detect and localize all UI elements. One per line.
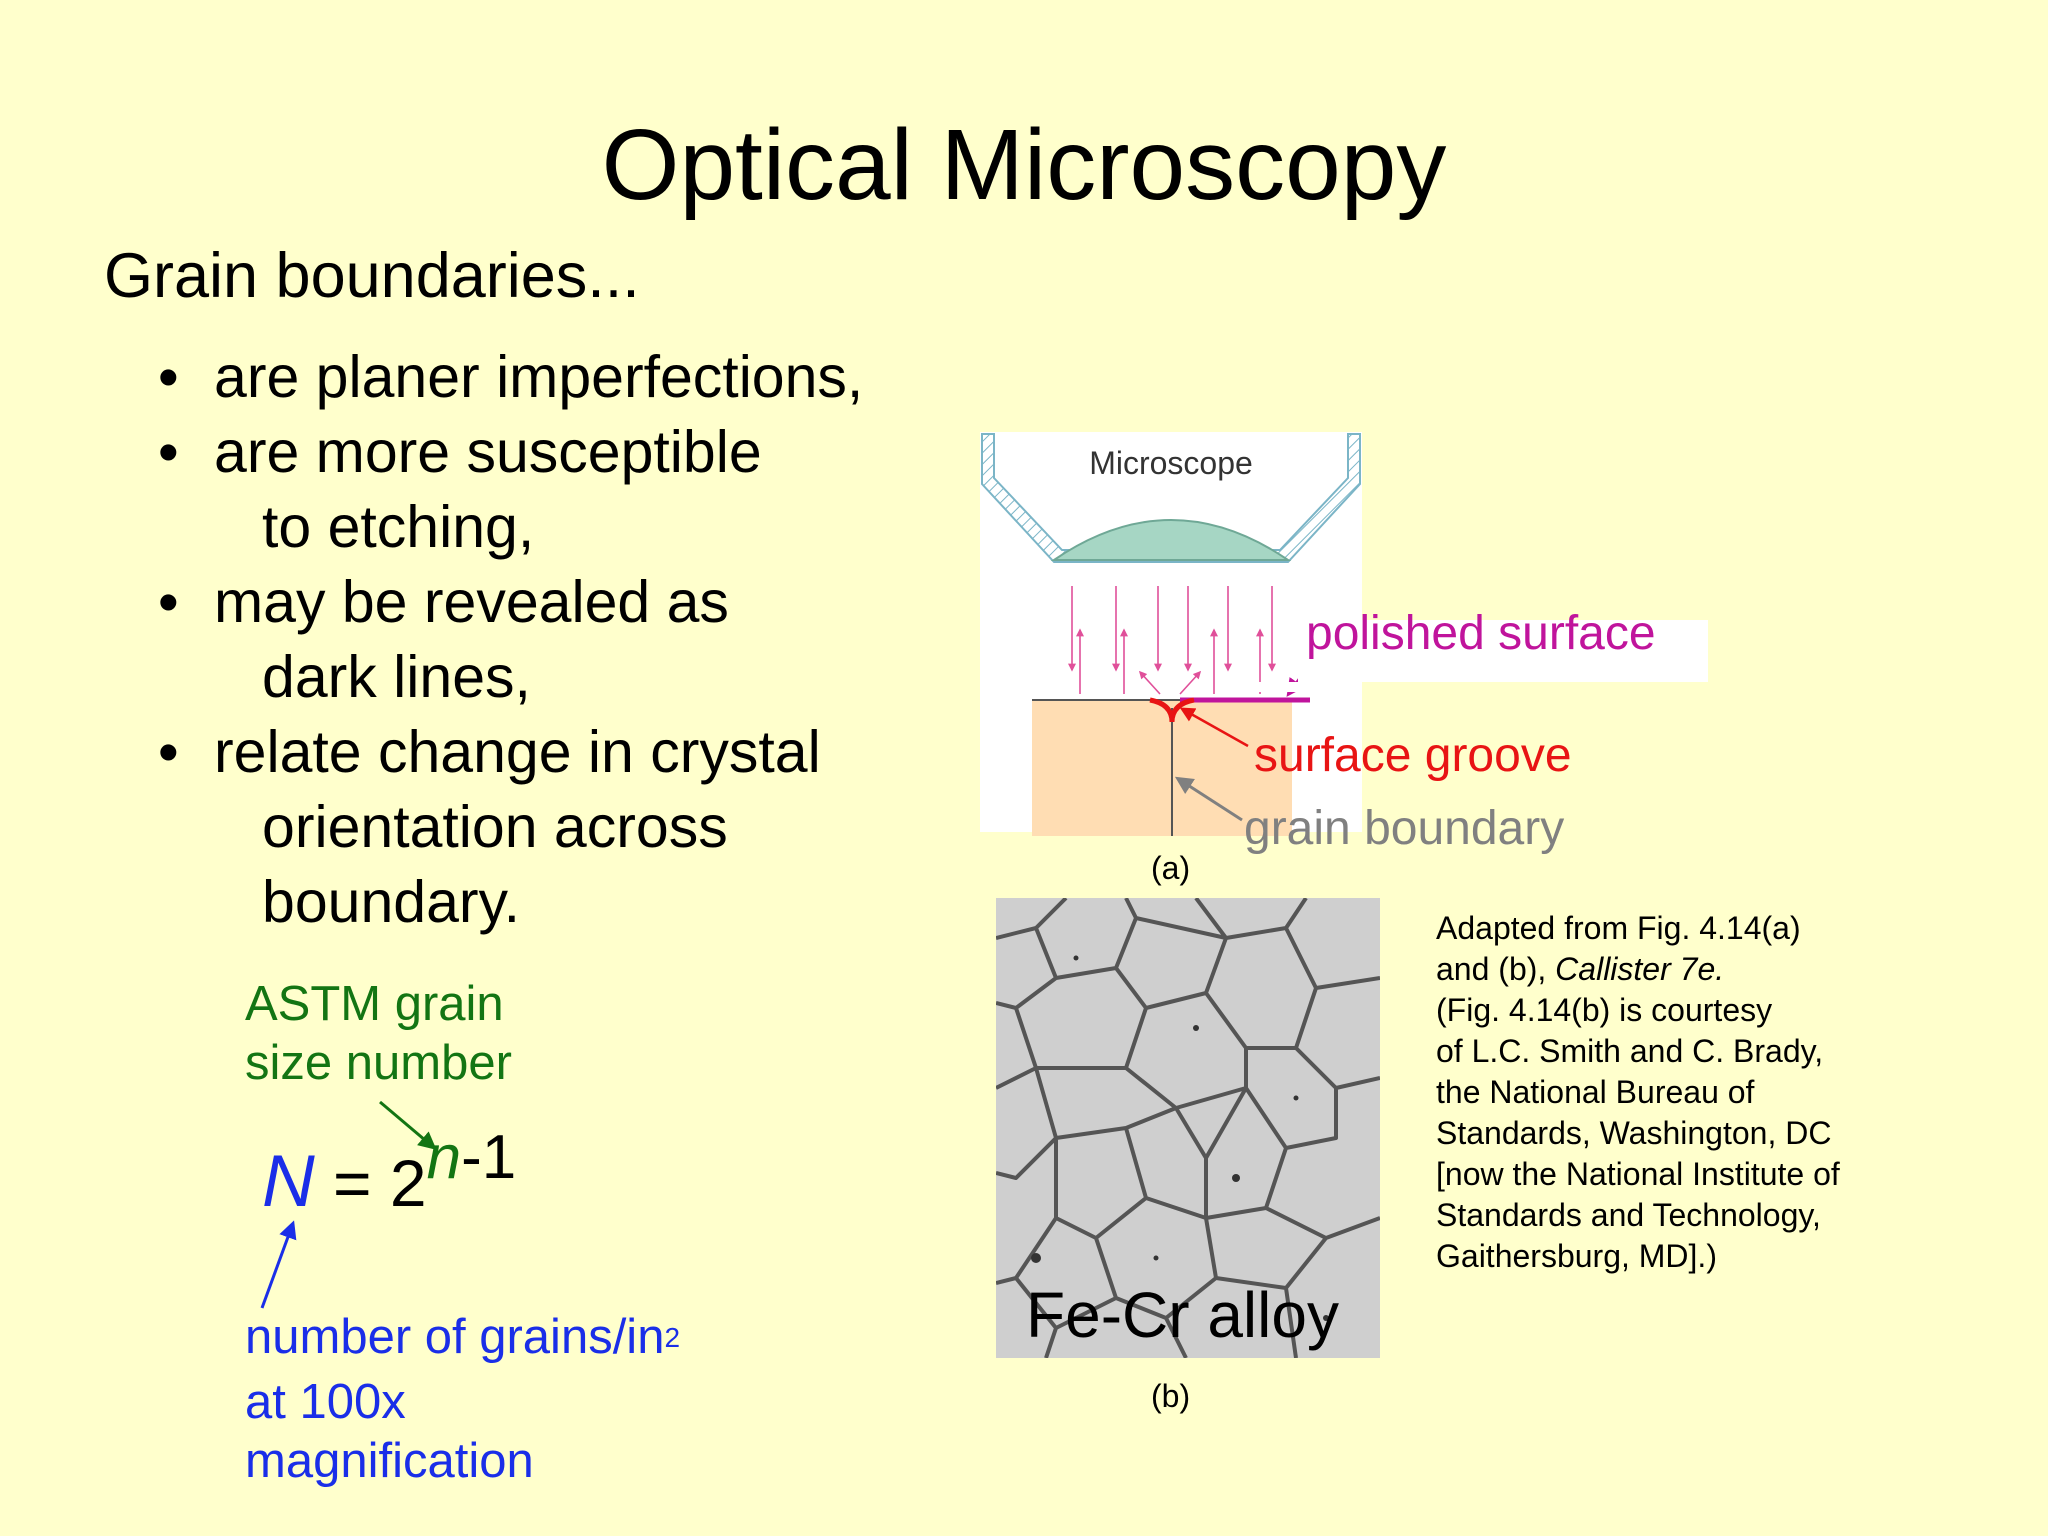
credit-line: Adapted from Fig. 4.14(a): [1436, 908, 1840, 949]
grains-label-sup: 2: [664, 1322, 681, 1353]
formula-exponent: n-1: [427, 1123, 517, 1192]
grains-arrow: [260, 1220, 297, 1309]
credit-line: (Fig. 4.14(b) is courtesy: [1436, 990, 1840, 1031]
grains-label: number of grains/in2 at 100x magnificati…: [245, 1308, 680, 1491]
astm-arrow: [379, 1100, 437, 1150]
microscope-label: Microscope: [1089, 445, 1253, 481]
grain-block: [1032, 700, 1292, 836]
credit-text: and (b),: [1436, 951, 1556, 987]
figure-credit: Adapted from Fig. 4.14(a) and (b), Calli…: [1436, 908, 1840, 1277]
bullet-line: dark lines,: [262, 644, 531, 710]
bullet-line: may be revealed as: [214, 569, 729, 635]
grain-size-formula: N = 2n-1: [262, 1123, 516, 1223]
credit-line: of L.C. Smith and C. Brady,: [1436, 1031, 1840, 1072]
grain-structure: [996, 898, 1380, 1358]
intro-heading: Grain boundaries...: [104, 241, 640, 311]
figure-a-caption: (a): [1151, 850, 1191, 886]
bullet-line: to etching,: [262, 494, 535, 560]
astm-label: ASTM grain size number: [245, 975, 512, 1093]
credit-text: Adapted from Fig. 4.14(a): [1436, 910, 1801, 946]
boundary-arrow: [1174, 776, 1243, 822]
credit-italic: Callister 7e.: [1555, 951, 1725, 987]
bullet-list: are planer imperfections, are more susce…: [158, 340, 863, 940]
credit-text: Standards and Technology,: [1436, 1197, 1821, 1233]
polished-label-box: [1298, 620, 1708, 682]
credit-text: of L.C. Smith and C. Brady,: [1436, 1033, 1824, 1069]
microscope-body: [981, 433, 1361, 563]
credit-line: the National Bureau of: [1436, 1072, 1840, 1113]
alloy-label: Fe-Cr alloy: [1026, 1279, 1339, 1351]
micrograph-image: [996, 898, 1380, 1358]
credit-text: [now the National Institute of: [1436, 1156, 1840, 1192]
light-rays: [1068, 586, 1276, 695]
bullet-line: are planer imperfections,: [214, 344, 864, 410]
grains-label-line: at 100x: [245, 1375, 406, 1429]
polished-surface-label: polished surface: [1306, 607, 1656, 660]
credit-line: and (b), Callister 7e.: [1436, 949, 1840, 990]
bullet-item: relate change in crystal orientation acr…: [158, 715, 863, 940]
microscope-lens: [1050, 519, 1292, 561]
formula-exponent-rest: -1: [461, 1123, 517, 1192]
surface-groove: [1149, 697, 1195, 723]
credit-text: Standards, Washington, DC: [1436, 1115, 1832, 1151]
formula-base: = 2: [314, 1146, 427, 1220]
bullet-line: boundary.: [262, 869, 521, 935]
credit-line: Gaithersburg, MD].): [1436, 1236, 1840, 1277]
bullet-line: are more susceptible: [214, 419, 762, 485]
credit-text: the National Bureau of: [1436, 1074, 1755, 1110]
grain-boundary-label: grain boundary: [1244, 802, 1565, 855]
surface-groove-label: surface groove: [1254, 729, 1572, 782]
credit-text: Gaithersburg, MD].): [1436, 1238, 1717, 1274]
bullet-item: may be revealed as dark lines,: [158, 565, 863, 715]
grains-label-line: magnification: [245, 1434, 534, 1488]
slide-title: Optical Microscopy: [601, 109, 1447, 221]
groove-arrow: [1179, 707, 1249, 748]
astm-label-line: ASTM grain: [245, 977, 504, 1031]
bullet-line: relate change in crystal: [214, 719, 821, 785]
credit-line: Standards and Technology,: [1436, 1195, 1840, 1236]
bullet-line: orientation across: [262, 794, 728, 860]
bullet-item: are planer imperfections,: [158, 340, 863, 415]
credit-text: (Fig. 4.14(b) is courtesy: [1436, 992, 1773, 1028]
label-box-extension: [1240, 682, 1360, 692]
formula-n-symbol: N: [262, 1141, 315, 1222]
grains-label-text: number of grains/in: [245, 1310, 665, 1364]
astm-label-line: size number: [245, 1036, 512, 1090]
bullet-item: are more susceptible to etching,: [158, 415, 863, 565]
credit-line: [now the National Institute of: [1436, 1154, 1840, 1195]
credit-line: Standards, Washington, DC: [1436, 1113, 1840, 1154]
figure-b-caption: (b): [1151, 1378, 1191, 1414]
grains-label-line: number of grains/in2: [245, 1308, 680, 1373]
